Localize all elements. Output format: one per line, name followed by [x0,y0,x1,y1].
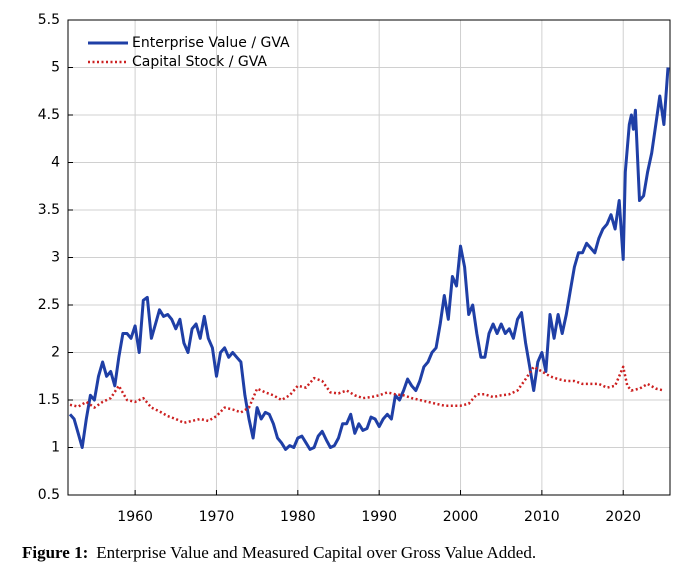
x-tick-label: 1970 [199,509,235,525]
series-line [69,365,665,425]
caption: Figure 1: Enterprise Value and Measured C… [22,543,536,562]
y-tick-label: 5.5 [38,12,60,28]
x-tick-label: 2020 [605,509,641,525]
x-tick-label: 2010 [524,509,560,525]
legend-label: Capital Stock / GVA [132,54,267,70]
x-tick-label: 1990 [361,509,397,525]
caption-text: Enterprise Value and Measured Capital ov… [96,543,536,562]
y-tick-label: 2.5 [38,297,60,313]
y-tick-label: 1 [51,440,60,456]
y-tick-label: 2 [51,345,60,361]
y-tick-label: 1.5 [38,392,60,408]
figure-label: Figure 1: [22,543,88,562]
x-tick-label: 1980 [280,509,316,525]
y-tick-label: 3 [51,250,60,266]
y-tick-label: 4 [51,155,60,171]
series-line [68,67,670,451]
y-tick-label: 4.5 [38,107,60,123]
x-tick-label: 2000 [443,509,479,525]
plot-frame [67,19,671,496]
y-tick-label: 5 [51,60,60,76]
y-tick-label: 0.5 [38,487,60,503]
legend-label: Enterprise Value / GVA [132,35,290,51]
y-tick-label: 3.5 [38,202,60,218]
x-tick-label: 1960 [117,509,153,525]
